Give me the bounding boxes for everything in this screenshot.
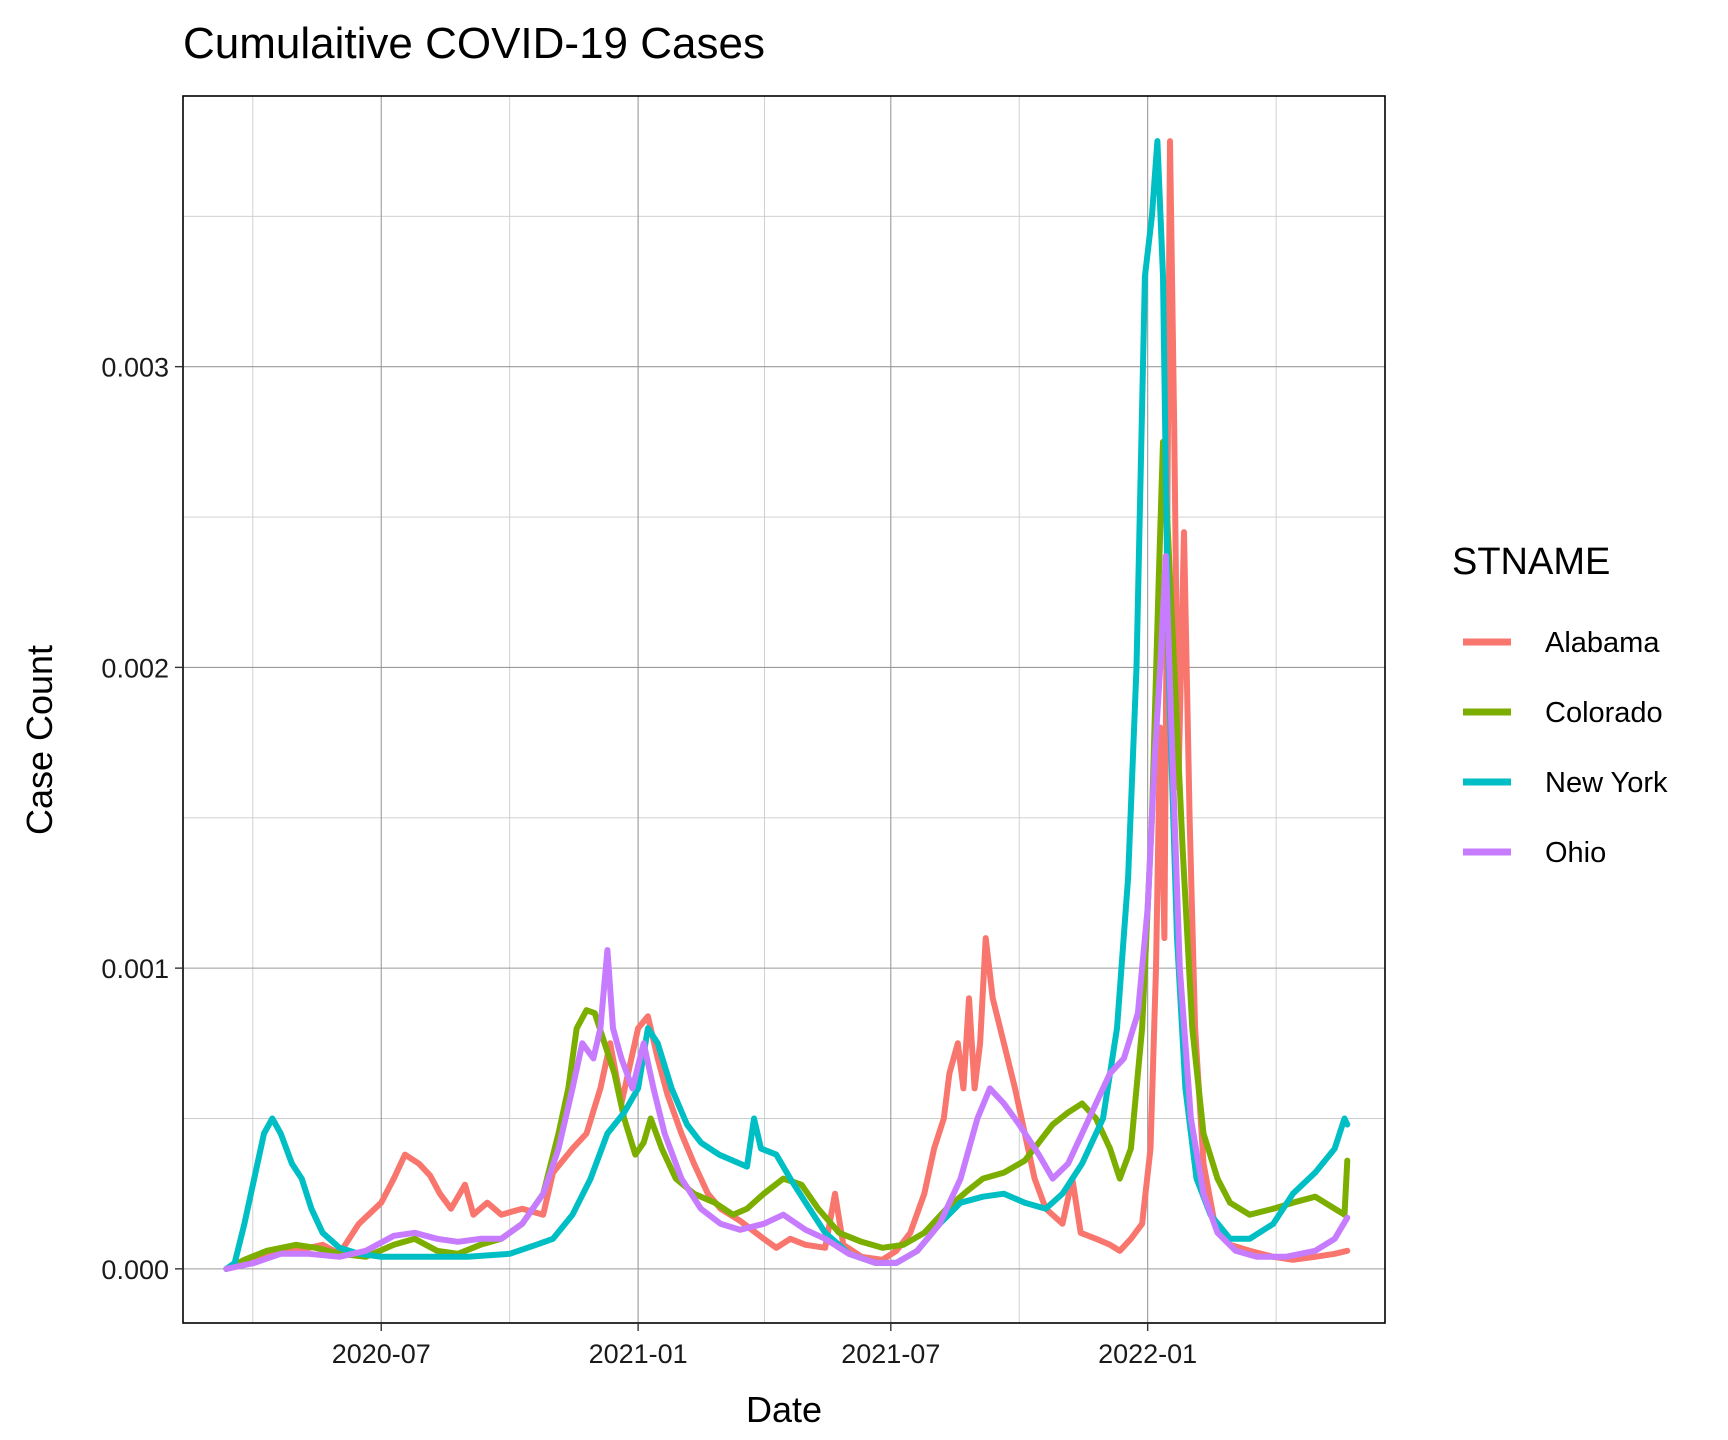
- y-axis-title: Case Count: [19, 645, 60, 835]
- series-line-alabama: [223, 138, 1351, 1272]
- plot-panel-border: [182, 95, 1386, 1324]
- series-line-colorado: [223, 438, 1351, 1272]
- x-tick-label: 2021-07: [841, 1339, 940, 1369]
- x-tick-label: 2022-01: [1098, 1339, 1197, 1369]
- legend-label-colorado: Colorado: [1545, 697, 1663, 729]
- legend-label-ohio: Ohio: [1545, 837, 1606, 869]
- axis-ticks: 2020-07 2021-01 2021-07 2022-01 0.000 0.001 0.…: [101, 353, 1197, 1369]
- series-lines: [223, 138, 1351, 1272]
- y-tick-label: 0.001: [101, 954, 169, 984]
- y-tick-label: 0.000: [101, 1255, 169, 1285]
- x-axis-title: Date: [746, 1389, 822, 1430]
- series-line-ohio: [223, 553, 1351, 1272]
- x-tick-label: 2020-07: [332, 1339, 431, 1369]
- legend-label-alabama: Alabama: [1545, 627, 1660, 659]
- x-tick-label: 2021-01: [589, 1339, 688, 1369]
- legend-label-new-york: New York: [1545, 767, 1668, 799]
- chart-title: Cumulaitive COVID-19 Cases: [183, 19, 765, 68]
- legend: Alabama Colorado New York Ohio: [1463, 627, 1668, 869]
- y-tick-label: 0.002: [101, 653, 169, 683]
- legend-title: STNAME: [1452, 541, 1610, 583]
- grid: [183, 96, 1385, 1323]
- y-tick-label: 0.003: [101, 353, 169, 383]
